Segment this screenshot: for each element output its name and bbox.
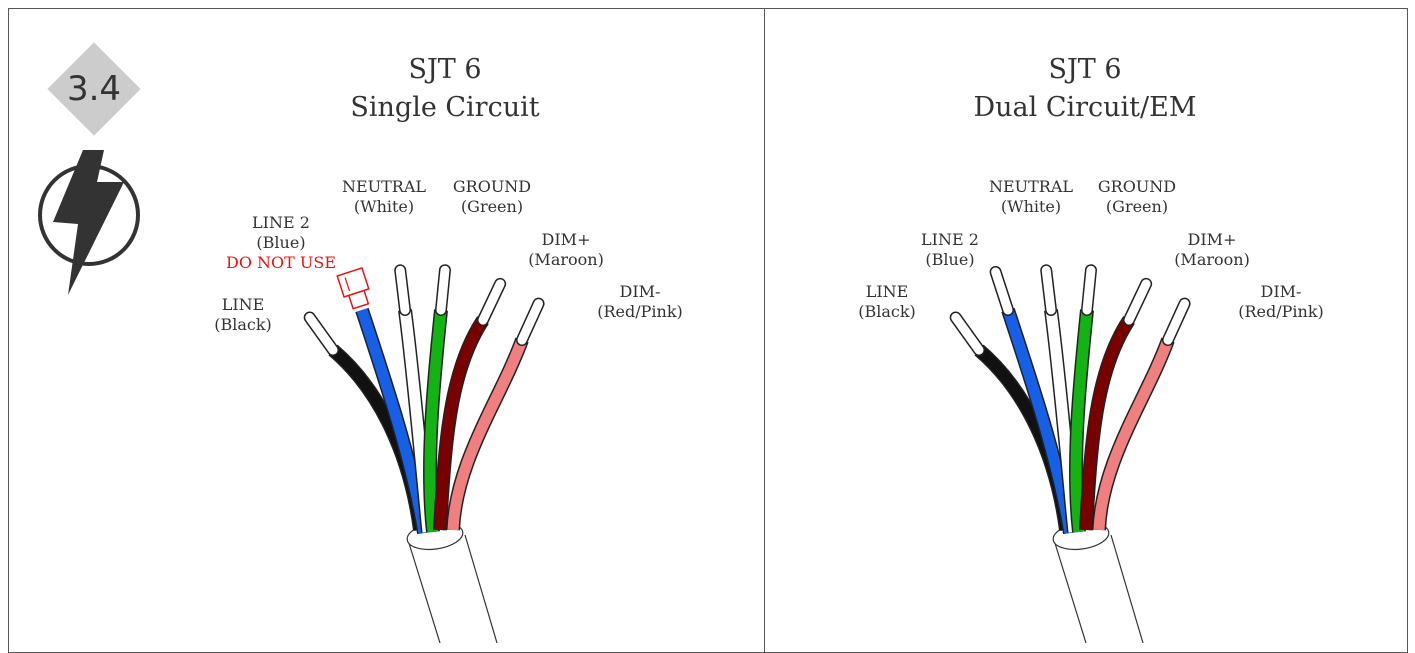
panel-2-line-label: LINE (Black) [858,282,916,322]
panel-2-ground-label: GROUND (Green) [1098,177,1176,217]
panel-2-title-line1: SJT 6 [1048,54,1122,85]
line-name: LINE [865,282,909,301]
dim-neg-name: DIM- [619,282,661,301]
wire-ground [423,264,451,533]
panel-1-line-label: LINE (Black) [214,295,272,335]
conductor-tip [1163,299,1190,345]
neutral-color: (White) [353,197,415,216]
conductor-tip [1124,279,1151,325]
wire-nut-connector-icon [336,266,370,310]
ground-color: (Green) [1105,197,1169,216]
panel-1-ground-label: GROUND (Green) [453,177,531,217]
panel-2-line2-label: LINE 2 (Blue) [921,230,979,270]
conductor-tip [436,265,450,315]
wire-dim-pos [1079,277,1153,531]
wire-dim-neg [446,297,545,531]
wire-insulation [1093,338,1174,531]
cable-jacket [1053,534,1144,643]
neutral-name: NEUTRAL [341,177,427,196]
wire-insulation [434,316,488,531]
step-badge-number: 3.4 [66,69,122,109]
wire-insulation [447,338,528,531]
panel-1-title-line2: Single Circuit [350,92,540,123]
panel-1-title-line1: SJT 6 [408,54,482,85]
line-color: (Black) [858,302,916,321]
panel-1-dim-neg-label: DIM- (Red/Pink) [597,282,683,322]
dim-neg-name: DIM- [1260,282,1302,301]
step-badge: 3.4 [47,42,141,136]
panel-1-dim-pos-label: DIM+ (Maroon) [528,230,604,270]
wire-insulation [1080,316,1134,531]
line2-warning: DO NOT USE [225,253,337,272]
panel-2-dim-neg-label: DIM- (Red/Pink) [1238,282,1324,322]
conductor-tip [951,313,984,355]
conductor-tip [1041,265,1056,315]
conductor-tip [517,299,544,345]
line2-name: LINE 2 [921,230,979,249]
ground-name: GROUND [1097,177,1177,196]
dim-pos-color: (Maroon) [528,250,604,269]
panel-2-neutral-label: NEUTRAL (White) [989,177,1073,217]
dim-pos-color: (Maroon) [1174,250,1250,269]
cable-panel-1 [303,264,545,643]
dim-neg-color: (Red/Pink) [597,302,683,321]
conductor-tip [305,313,338,355]
line2-color: (Blue) [256,233,306,252]
neutral-color: (White) [1000,197,1062,216]
wire-dim-neg [1092,297,1191,531]
wire-insulation [424,309,447,533]
conductor-tip [1082,265,1096,315]
cable-jacket [407,534,498,643]
panel-2-title-line2: Dual Circuit/EM [973,92,1197,123]
panel-1-line2-label: LINE 2 (Blue) DO NOT USE [226,213,336,273]
cable-panel-2 [949,264,1191,643]
dim-pos-name: DIM+ [541,230,591,249]
line-name: LINE [221,295,265,314]
ground-name: GROUND [452,177,532,196]
line2-color: (Blue) [925,250,975,269]
wire-insulation [1070,309,1093,533]
panel-2-dim-pos-label: DIM+ (Maroon) [1174,230,1250,270]
neutral-name: NEUTRAL [988,177,1074,196]
dim-neg-color: (Red/Pink) [1238,302,1324,321]
conductor-tip [478,279,505,325]
ground-color: (Green) [460,197,524,216]
conductor-tip [395,265,410,315]
conductor-tip [991,267,1013,315]
wire-ground [1069,264,1097,533]
wire-dim-pos [433,277,507,531]
line-color: (Black) [214,315,272,334]
panel-1-neutral-label: NEUTRAL (White) [342,177,426,217]
line2-name: LINE 2 [252,213,310,232]
dim-pos-name: DIM+ [1187,230,1237,249]
